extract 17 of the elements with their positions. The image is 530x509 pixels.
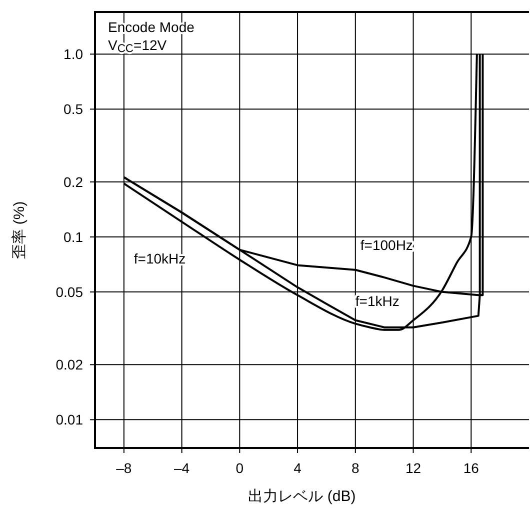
y-axis-title: 歪率 (%) — [11, 201, 28, 259]
y-tick-label: 0.05 — [56, 284, 84, 300]
y-tick-label: 0.2 — [64, 174, 84, 190]
y-tick-label: 0.02 — [56, 356, 84, 373]
series-label: f=100Hz — [360, 236, 413, 253]
x-tick-label: –8 — [116, 460, 132, 476]
y-tick-label: 0.01 — [56, 412, 84, 428]
y-tick-label: 0.1 — [64, 228, 84, 245]
y-tick-label: 0.5 — [64, 101, 84, 118]
x-tick-label: –4 — [174, 460, 190, 476]
y-tick-label: 1.0 — [64, 46, 84, 62]
x-tick-label: 4 — [294, 460, 302, 476]
x-tick-label: 12 — [405, 460, 422, 476]
x-tick-label: 16 — [463, 460, 480, 476]
x-tick-label: 0 — [236, 460, 244, 476]
x-axis-title: 出力レベル (dB) — [248, 488, 356, 505]
x-tick-label: 8 — [352, 460, 360, 476]
